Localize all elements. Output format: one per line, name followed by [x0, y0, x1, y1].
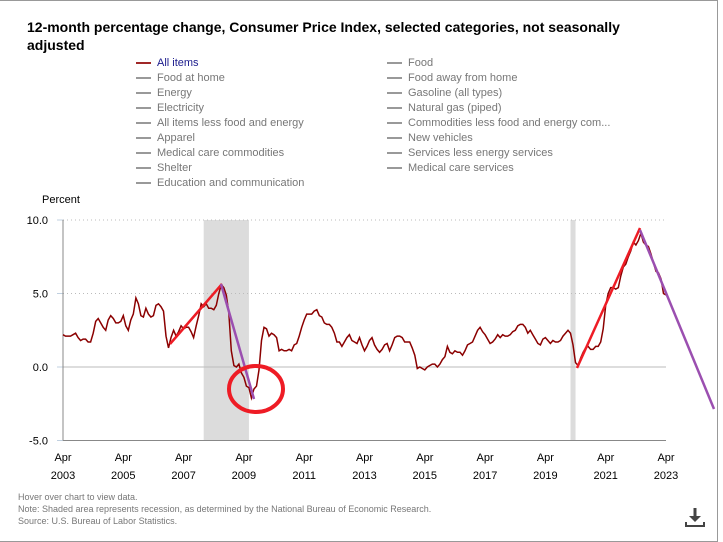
legend-item[interactable]: Energy	[136, 86, 304, 101]
legend-swatch	[387, 92, 402, 95]
legend-label: Energy	[157, 87, 192, 99]
legend-item[interactable]: New vehicles	[387, 131, 610, 146]
series-line-all-items	[62, 230, 667, 401]
x-tick-year: 2005	[111, 470, 135, 482]
footer-notes: Hover over chart to view data. Note: Sha…	[18, 491, 431, 527]
x-tick-year: 2007	[171, 470, 195, 482]
legend-swatch	[387, 122, 402, 125]
x-tick-year: 2015	[413, 470, 437, 482]
recession-shade	[570, 220, 576, 441]
x-tick-month: Apr	[54, 452, 71, 464]
x-tick-year: 2021	[593, 470, 617, 482]
legend-item[interactable]: Medical care services	[387, 161, 610, 176]
legend-item[interactable]: Services less energy services	[387, 146, 610, 161]
legend-item[interactable]: Food	[387, 56, 610, 71]
x-tick-year: 2019	[533, 470, 557, 482]
y-tick-label: 5.0	[33, 289, 48, 301]
legend-swatch	[136, 137, 151, 140]
chart-title: 12-month percentage change, Consumer Pri…	[27, 19, 620, 53]
x-tick-year: 2013	[352, 470, 376, 482]
x-tick-year: 2009	[232, 470, 256, 482]
x-tick-year: 2023	[654, 470, 678, 482]
y-tick-label: -5.0	[29, 436, 48, 448]
source-note: Source: U.S. Bureau of Labor Statistics.	[18, 516, 178, 526]
legend-label: Food at home	[157, 72, 225, 84]
x-tick-year: 2003	[51, 470, 75, 482]
legend-swatch	[136, 152, 151, 155]
legend-swatch	[136, 77, 151, 80]
x-tick-month: Apr	[296, 452, 313, 464]
legend-label: Commodities less food and energy com...	[408, 117, 611, 129]
legend-label: Services less energy services	[408, 147, 553, 159]
legend-right: Food Food away from home Gasoline (all typ…	[387, 56, 610, 176]
x-tick-month: Apr	[175, 452, 192, 464]
legend-label: Apparel	[157, 132, 195, 144]
hover-hint: Hover over chart to view data.	[18, 492, 138, 502]
x-tick-month: Apr	[235, 452, 252, 464]
x-tick-month: Apr	[477, 452, 494, 464]
legend-item[interactable]: Natural gas (piped)	[387, 101, 610, 116]
x-tick-month: Apr	[657, 452, 674, 464]
recession-shade	[203, 220, 249, 441]
legend-label: Medical care services	[408, 162, 514, 174]
legend-label: Medical care commodities	[157, 147, 285, 159]
legend-label: All items less food and energy	[157, 117, 304, 129]
annotation-red-line	[169, 283, 223, 345]
legend-item[interactable]: Medical care commodities	[136, 146, 304, 161]
legend-item[interactable]: Apparel	[136, 131, 304, 146]
legend-item[interactable]: Commodities less food and energy com...	[387, 116, 610, 131]
x-tick-year: 2011	[292, 470, 316, 482]
legend-item[interactable]: Gasoline (all types)	[387, 86, 610, 101]
legend-item[interactable]: Shelter	[136, 161, 304, 176]
legend-swatch	[387, 137, 402, 140]
annotation-purple-line	[219, 283, 256, 400]
legend-label: New vehicles	[408, 132, 473, 144]
legend-swatch	[136, 62, 151, 65]
x-tick-month: Apr	[537, 452, 554, 464]
annotation-red-circle	[227, 364, 285, 414]
y-axis-label: Percent	[42, 194, 80, 206]
legend-label: Electricity	[157, 102, 205, 114]
legend-swatch	[136, 167, 151, 170]
legend-label: Food away from home	[408, 72, 518, 84]
legend-label: Education and communication	[157, 177, 305, 189]
legend-left: All items Food at home Energy Electricity Al…	[136, 56, 304, 191]
download-icon[interactable]	[684, 506, 706, 528]
annotation-red-line	[575, 227, 642, 369]
legend-swatch	[387, 107, 402, 110]
legend-item[interactable]: Food at home	[136, 71, 304, 86]
legend-item[interactable]: Education and communication	[136, 176, 304, 191]
legend-swatch	[136, 182, 151, 185]
legend-swatch	[136, 122, 151, 125]
legend-item[interactable]: All items less food and energy	[136, 116, 304, 131]
x-tick-month: Apr	[115, 452, 132, 464]
legend-label: Gasoline (all types)	[408, 87, 503, 99]
legend-label: Food	[408, 57, 434, 69]
legend-swatch	[136, 92, 151, 95]
y-tick-label: 10.0	[27, 215, 48, 227]
recession-note: Note: Shaded area represents recession, …	[18, 504, 432, 514]
x-tick-month: Apr	[597, 452, 614, 464]
legend-label: Shelter	[157, 162, 192, 174]
legend-swatch	[387, 62, 402, 65]
x-tick-year: 2017	[473, 470, 497, 482]
legend-label: All items	[157, 57, 199, 69]
legend-item[interactable]: Electricity	[136, 101, 304, 116]
x-tick-month: Apr	[416, 452, 433, 464]
legend-item[interactable]: All items	[136, 56, 304, 71]
x-tick-month: Apr	[356, 452, 373, 464]
legend-swatch	[387, 167, 402, 170]
legend-swatch	[387, 77, 402, 80]
legend-item[interactable]: Food away from home	[387, 71, 610, 86]
legend-label: Natural gas (piped)	[408, 102, 502, 114]
legend-swatch	[387, 152, 402, 155]
y-tick-label: 0.0	[33, 362, 48, 374]
annotation-purple-line	[638, 229, 716, 410]
legend-swatch	[136, 107, 151, 110]
